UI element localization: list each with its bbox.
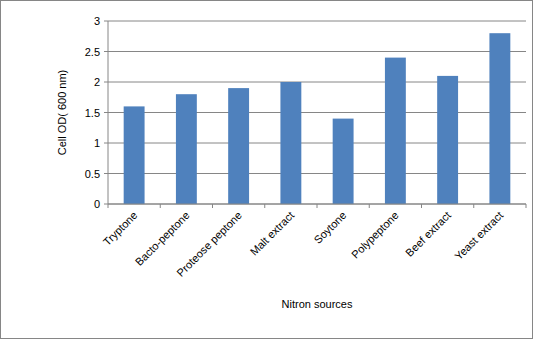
y-tick-label: 3 <box>94 15 100 27</box>
bar <box>385 58 406 204</box>
bar <box>437 76 458 204</box>
chart-svg: 0 0.5 1 1.5 2 2.5 3 TryptoneBacto-peptoneProteo… <box>0 0 533 339</box>
x-tick <box>160 204 161 208</box>
x-tick-label: Beef extract <box>403 209 453 259</box>
x-tick <box>317 204 318 208</box>
x-tick <box>108 204 109 208</box>
grid-line <box>108 21 526 22</box>
y-tick-label: 2.5 <box>85 46 100 58</box>
bar <box>280 82 301 204</box>
x-tick <box>421 204 422 208</box>
grid-line <box>108 173 526 174</box>
y-tick <box>104 82 108 83</box>
x-axis-title: Nitron sources <box>282 298 353 310</box>
y-tick-label: 1.5 <box>85 107 100 119</box>
x-tick-label: Polypeptone <box>349 209 401 261</box>
y-axis-title: Cell OD( 600 nm) <box>56 70 68 156</box>
x-tick <box>264 204 265 208</box>
chart-border <box>1 1 533 339</box>
y-tick <box>104 51 108 52</box>
y-tick-label: 0.5 <box>85 168 100 180</box>
bar <box>333 119 354 204</box>
bar <box>124 106 145 204</box>
y-tick-label: 2 <box>94 76 100 88</box>
y-tick <box>104 143 108 144</box>
bars <box>124 33 511 204</box>
y-tick <box>104 204 108 205</box>
y-tick <box>104 112 108 113</box>
x-tick-label: Malt extract <box>248 209 297 258</box>
y-tick <box>104 21 108 22</box>
chart-container: 0 0.5 1 1.5 2 2.5 3 TryptoneBacto-peptoneProteo… <box>0 0 533 339</box>
x-tick <box>526 204 527 208</box>
y-axis <box>108 21 109 204</box>
grid-line <box>108 82 526 83</box>
grid-line <box>108 143 526 144</box>
x-tick-label: Tryptone <box>101 209 140 248</box>
x-tick-label: Soytone <box>312 209 349 246</box>
x-tick <box>369 204 370 208</box>
bar <box>176 94 197 204</box>
x-tick <box>473 204 474 208</box>
y-tick-label: 1 <box>94 137 100 149</box>
bar <box>228 88 249 204</box>
grid-line <box>108 51 526 52</box>
y-tick-label: 0 <box>94 198 100 210</box>
x-tick-label: Proteose peptone <box>174 209 244 279</box>
x-tick-label: Bacto-peptone <box>133 209 192 268</box>
y-tick <box>104 173 108 174</box>
x-tick-label: Yeast extract <box>452 209 505 262</box>
grid-line <box>108 112 526 113</box>
bar <box>489 33 510 204</box>
x-tick <box>212 204 213 208</box>
